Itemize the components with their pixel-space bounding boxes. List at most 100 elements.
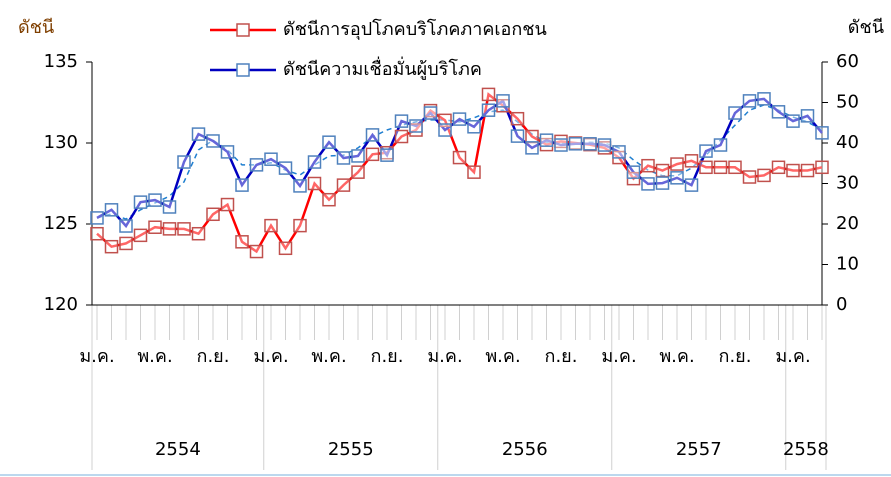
series-line (96, 97, 823, 229)
marker (394, 114, 409, 128)
marker (583, 137, 597, 151)
marker (148, 220, 162, 234)
x-tick-label: ม.ค. (775, 346, 810, 367)
marker (90, 211, 104, 225)
y2-tick-label: 40 (836, 132, 859, 153)
marker (597, 138, 612, 152)
marker (728, 106, 742, 120)
marker (641, 177, 655, 191)
marker (278, 161, 293, 175)
marker (510, 129, 525, 143)
marker (525, 141, 539, 155)
marker (655, 163, 670, 178)
marker (670, 171, 684, 185)
y2-tick-label: 20 (836, 213, 859, 234)
marker (684, 178, 699, 192)
marker (336, 151, 351, 165)
y-tick-label: 135 (44, 51, 78, 72)
y2-tick-label: 50 (836, 92, 859, 113)
y2-tick-label: 60 (836, 51, 859, 72)
x-tick-label: ก.ย. (197, 346, 230, 367)
marker (249, 244, 264, 259)
x-tick-label: พ.ค. (311, 346, 346, 367)
marker (162, 200, 177, 214)
y-axis-label: ดัชนี (18, 17, 54, 38)
marker (467, 165, 481, 179)
marker (713, 138, 728, 152)
marker (235, 235, 249, 249)
marker (293, 218, 307, 233)
x-tick-label: พ.ค. (137, 346, 172, 367)
marker (641, 158, 655, 173)
marker (293, 179, 307, 193)
marker (771, 105, 786, 119)
marker (786, 114, 800, 128)
legend-marker (236, 23, 250, 37)
marker (757, 168, 771, 183)
marker (307, 176, 322, 191)
marker (684, 154, 699, 168)
x-tick-label: พ.ค. (659, 346, 694, 367)
marker (119, 236, 133, 251)
marker (90, 226, 104, 241)
marker (365, 147, 380, 162)
marker (771, 160, 786, 175)
marker (554, 138, 568, 152)
marker (800, 163, 815, 178)
marker (322, 192, 336, 207)
marker (525, 129, 539, 144)
marker (655, 176, 670, 190)
y-tick-label: 125 (44, 213, 78, 234)
y-tick-label: 120 (44, 294, 78, 315)
legend-label: ดัชนีความเชื่อมั่นผู้บริโภค (283, 56, 482, 80)
marker (119, 219, 133, 233)
marker (496, 94, 510, 108)
marker (264, 152, 278, 166)
x-tick-label: ก.ย. (719, 346, 752, 367)
x-tick-label: ม.ค. (601, 346, 636, 367)
year-label: 2558 (783, 439, 829, 460)
marker (713, 160, 728, 175)
marker (191, 226, 206, 241)
year-label: 2555 (328, 439, 374, 460)
marker (699, 144, 713, 158)
marker (104, 239, 119, 254)
marker (612, 145, 626, 159)
legend-marker (236, 63, 250, 77)
y2-tick-label: 10 (836, 254, 859, 275)
marker (133, 195, 148, 209)
marker (510, 111, 525, 126)
marker (568, 137, 583, 151)
marker (235, 178, 249, 192)
marker (409, 119, 423, 133)
marker (322, 135, 336, 149)
marker (177, 155, 191, 169)
marker (423, 106, 438, 120)
marker (757, 92, 771, 106)
y2-tick-label: 30 (836, 173, 859, 194)
x-tick-label: ก.ย. (545, 346, 578, 367)
marker (626, 165, 641, 179)
x-tick-label: พ.ค. (485, 346, 520, 367)
marker (336, 178, 351, 192)
marker (786, 163, 800, 178)
y2-tick-label: 0 (836, 294, 847, 315)
marker (365, 128, 380, 142)
marker (191, 127, 206, 141)
marker (162, 222, 177, 236)
marker (206, 207, 220, 222)
marker (380, 148, 394, 162)
year-label: 2557 (676, 439, 722, 460)
marker (742, 94, 757, 108)
marker (177, 222, 191, 236)
marker (670, 157, 684, 171)
marker (278, 241, 293, 256)
marker (815, 160, 829, 175)
marker (104, 203, 119, 217)
marker (742, 170, 757, 184)
marker (728, 160, 742, 175)
y2-axis-label: ดัชนี (848, 17, 884, 38)
x-tick-label: ม.ค. (79, 346, 114, 367)
marker (220, 197, 235, 212)
